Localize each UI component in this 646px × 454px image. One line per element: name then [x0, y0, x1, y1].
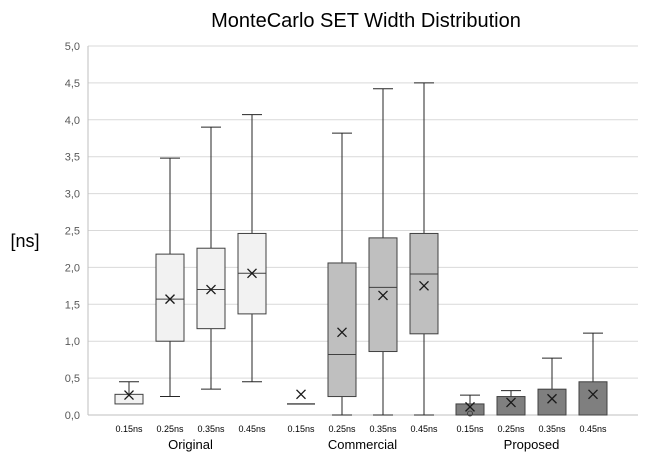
mean-marker	[124, 390, 134, 401]
y-tick-label: 3,5	[65, 152, 80, 164]
mean-marker	[378, 290, 388, 301]
category-label: 0.35ns	[197, 424, 225, 434]
category-label: 0.15ns	[456, 424, 484, 434]
box-original-0.45ns	[237, 114, 267, 383]
box-proposed-0.15ns	[455, 394, 485, 417]
mean-marker	[419, 280, 429, 291]
outlier-point	[467, 410, 473, 417]
category-label: 0.15ns	[115, 424, 143, 434]
mean-marker	[506, 397, 516, 408]
box-proposed-0.35ns	[537, 357, 567, 416]
group-label: Commercial	[328, 437, 397, 452]
box-original-0.25ns	[155, 157, 185, 398]
category-label: 0.25ns	[497, 424, 525, 434]
y-tick-label: 2,0	[65, 262, 80, 274]
chart-title: MonteCarlo SET Width Distribution	[211, 10, 521, 32]
mean-marker	[247, 268, 257, 279]
y-tick-label: 1,0	[65, 336, 80, 348]
mean-marker	[337, 327, 347, 338]
box-original-0.15ns	[114, 381, 144, 405]
box-iqr	[409, 232, 439, 335]
box-proposed-0.45ns	[578, 332, 608, 416]
mean-marker	[465, 401, 475, 412]
box-iqr	[327, 262, 357, 398]
box-commercial-0.35ns	[368, 88, 398, 416]
box-commercial-0.15ns	[287, 389, 315, 405]
y-tick-label: 4,5	[65, 78, 80, 90]
category-label: 0.45ns	[238, 424, 266, 434]
mean-marker	[296, 389, 306, 400]
category-labels: 0.15ns 0.25ns 0.35ns 0.45ns 0.15ns 0.25ns 0.35…	[115, 424, 607, 434]
category-label: 0.45ns	[410, 424, 438, 434]
category-label: 0.25ns	[328, 424, 356, 434]
y-tick-label: 5,0	[65, 41, 80, 53]
box-original-0.35ns	[196, 126, 226, 390]
mean-marker	[588, 389, 598, 400]
box-iqr	[537, 388, 567, 416]
y-tick-label: 0,0	[65, 410, 80, 422]
mean-marker	[165, 294, 175, 305]
y-tick-label: 2,5	[65, 226, 80, 238]
group-label: Proposed	[504, 437, 560, 452]
group-label: Original	[168, 437, 213, 452]
y-tick-label: 1,5	[65, 299, 80, 311]
box-proposed-0.25ns	[496, 390, 526, 416]
y-tick-label: 4,0	[65, 115, 80, 127]
box-commercial-0.25ns	[327, 132, 357, 416]
y-axis-label: [ns]	[10, 231, 39, 251]
mean-marker	[547, 393, 557, 404]
y-tick-labels: 0,0 0,5 1,0 1,5 2,0 2,5 3,0 3,5 4,0 4,5 5,0	[65, 41, 80, 422]
category-label: 0.35ns	[369, 424, 397, 434]
box-iqr	[155, 253, 185, 342]
category-label: 0.15ns	[287, 424, 315, 434]
box-iqr	[496, 396, 526, 416]
box-commercial-0.45ns	[409, 82, 439, 416]
category-label: 0.35ns	[538, 424, 566, 434]
y-tick-label: 0,5	[65, 373, 80, 385]
category-label: 0.25ns	[156, 424, 184, 434]
box-iqr	[578, 381, 608, 416]
box-iqr	[455, 403, 485, 416]
box-plots	[114, 82, 608, 417]
category-label: 0.45ns	[579, 424, 607, 434]
mean-marker	[206, 284, 216, 295]
y-tick-label: 3,0	[65, 189, 80, 201]
box-iqr	[196, 247, 226, 330]
group-labels: Original Commercial Proposed	[168, 437, 559, 452]
